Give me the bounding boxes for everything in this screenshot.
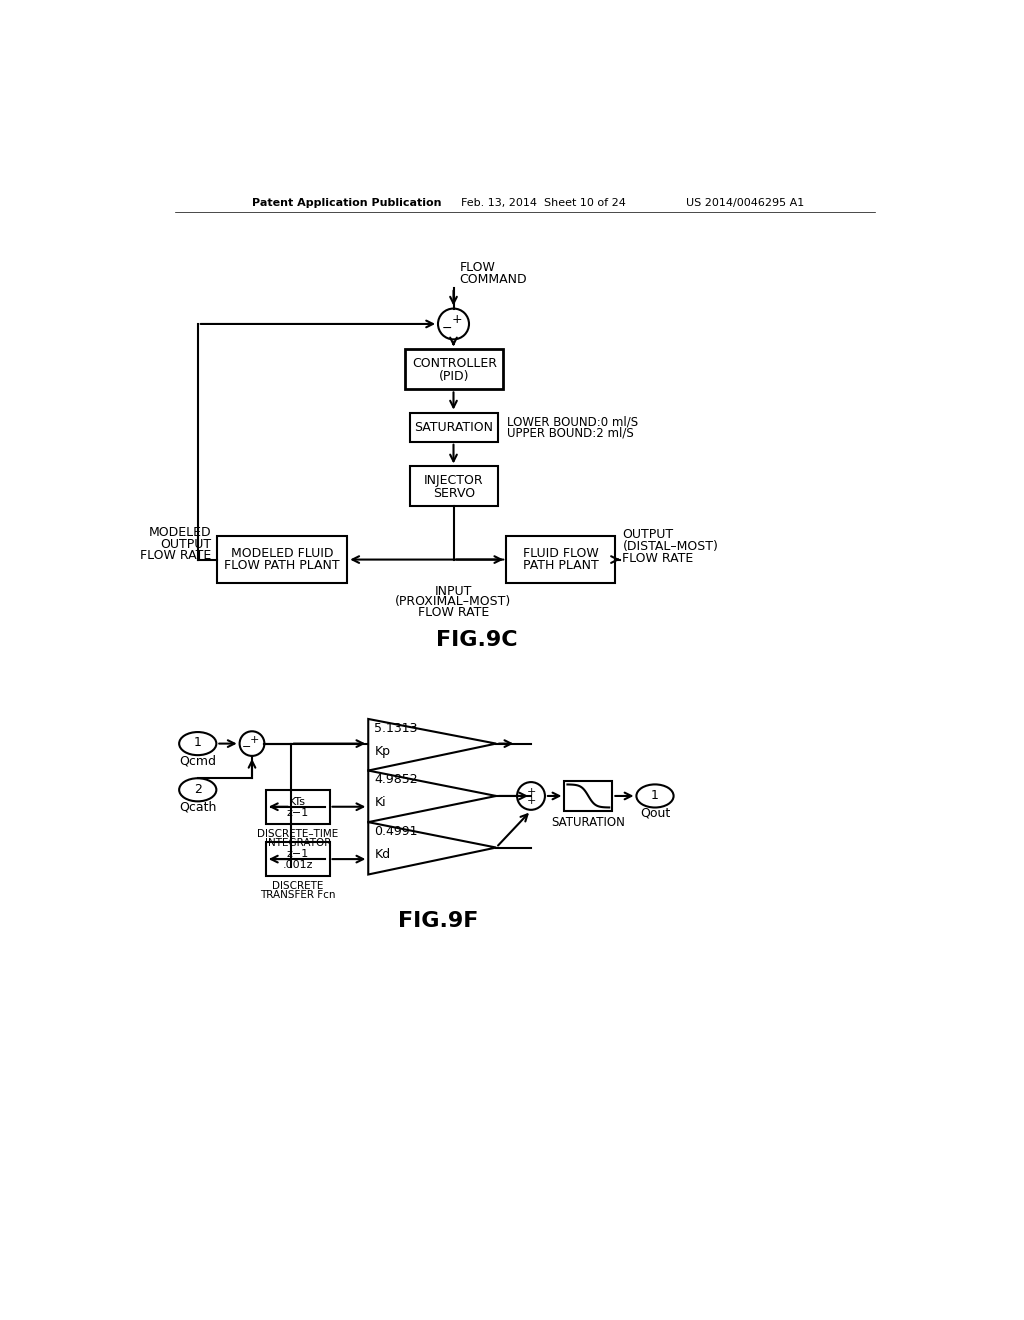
Text: .001z: .001z: [283, 861, 313, 870]
Text: DISCRETE: DISCRETE: [272, 880, 324, 891]
Text: (DISTAL–MOST): (DISTAL–MOST): [623, 540, 718, 553]
Text: (PROXIMAL–MOST): (PROXIMAL–MOST): [395, 595, 512, 609]
Text: Feb. 13, 2014  Sheet 10 of 24: Feb. 13, 2014 Sheet 10 of 24: [461, 198, 626, 209]
Text: Patent Application Publication: Patent Application Publication: [252, 198, 441, 209]
Text: Ki: Ki: [375, 796, 386, 809]
Text: z−1: z−1: [287, 808, 309, 818]
Text: FIG.9C: FIG.9C: [436, 630, 517, 649]
Text: (PID): (PID): [439, 370, 470, 383]
Bar: [217, 536, 347, 583]
Text: z−1: z−1: [287, 850, 309, 859]
Text: SERVO: SERVO: [433, 487, 475, 500]
Text: UPPER BOUND:2 ml/S: UPPER BOUND:2 ml/S: [507, 426, 634, 440]
Bar: [410, 466, 498, 507]
Text: 1: 1: [651, 788, 658, 801]
Text: FLOW RATE: FLOW RATE: [140, 549, 212, 562]
Text: TRANSFER Fcn: TRANSFER Fcn: [260, 890, 336, 900]
Text: 2: 2: [194, 783, 202, 796]
Text: −: −: [242, 742, 251, 752]
Text: INTEGRATOR: INTEGRATOR: [264, 838, 331, 847]
Text: DISCRETE–TIME: DISCRETE–TIME: [257, 829, 338, 838]
Text: SATURATION: SATURATION: [415, 421, 494, 434]
Text: Qcmd: Qcmd: [179, 754, 216, 767]
Text: +: +: [250, 735, 259, 744]
Text: −: −: [441, 322, 452, 335]
Bar: [406, 350, 503, 389]
Text: Qout: Qout: [640, 807, 670, 820]
Text: +: +: [526, 796, 536, 807]
Text: OUTPUT: OUTPUT: [161, 537, 212, 550]
Text: MODELED: MODELED: [150, 527, 212, 539]
Text: Kp: Kp: [375, 744, 390, 758]
Text: FIG.9F: FIG.9F: [397, 911, 478, 931]
Text: FLUID FLOW: FLUID FLOW: [522, 546, 598, 560]
Text: FLOW PATH PLANT: FLOW PATH PLANT: [224, 560, 340, 573]
Text: LOWER BOUND:0 ml/S: LOWER BOUND:0 ml/S: [507, 416, 638, 428]
Text: 0.4991: 0.4991: [375, 825, 418, 838]
Text: +: +: [526, 787, 536, 797]
Bar: [410, 412, 498, 442]
Text: Kd: Kd: [375, 847, 390, 861]
Text: INPUT: INPUT: [435, 585, 472, 598]
Text: COMMAND: COMMAND: [460, 273, 527, 286]
Text: 1: 1: [194, 737, 202, 750]
Text: FLOW RATE: FLOW RATE: [418, 606, 489, 619]
Text: CONTROLLER: CONTROLLER: [412, 356, 497, 370]
Text: OUTPUT: OUTPUT: [623, 528, 674, 541]
Text: KTs: KTs: [289, 797, 306, 807]
Text: MODELED FLUID: MODELED FLUID: [231, 546, 334, 560]
Text: +: +: [452, 313, 462, 326]
Bar: [266, 789, 330, 824]
Text: INJECTOR: INJECTOR: [424, 474, 483, 487]
Text: Qcath: Qcath: [179, 800, 216, 813]
Text: 5.1313: 5.1313: [375, 722, 418, 735]
Bar: [564, 780, 612, 812]
Text: FLOW RATE: FLOW RATE: [623, 552, 693, 565]
Text: US 2014/0046295 A1: US 2014/0046295 A1: [686, 198, 804, 209]
Text: FLOW: FLOW: [460, 261, 496, 275]
Bar: [506, 536, 614, 583]
Text: PATH PLANT: PATH PLANT: [522, 560, 598, 573]
Text: SATURATION: SATURATION: [551, 816, 626, 829]
Bar: [266, 842, 330, 876]
Text: 4.9852: 4.9852: [375, 774, 418, 787]
